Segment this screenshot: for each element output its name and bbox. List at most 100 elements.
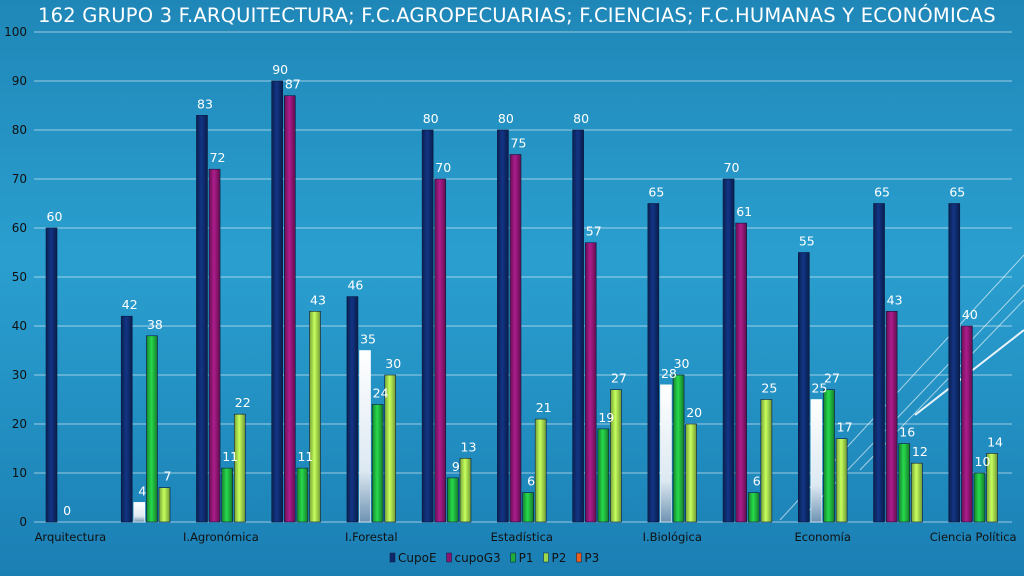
bar-cupoe-9 (722, 178, 735, 523)
bar-p1-2 (221, 467, 233, 523)
data-label: 0 (63, 503, 71, 518)
legend-label-cupoe: CupoE (398, 551, 437, 565)
bar-p2-4 (384, 374, 397, 523)
bar-p2-3 (309, 310, 321, 523)
y-tick-label: 70 (12, 172, 27, 186)
x-tick-label: Arquitectura (35, 530, 107, 544)
bar-cupog3-7 (584, 242, 597, 523)
data-label: 43 (310, 292, 326, 307)
bar-cupog3-10 (810, 399, 823, 523)
data-label: 40 (962, 307, 978, 322)
bar-p1-1 (146, 335, 158, 523)
bar-p2-2 (233, 413, 246, 523)
bar-p1-4 (371, 404, 384, 523)
legend: CupoE cupoG3 P1 P2 P3 (389, 551, 599, 565)
data-label: 65 (874, 185, 890, 200)
bar-cupog3-12 (961, 325, 973, 523)
data-label: 90 (272, 62, 288, 77)
bar-cupog3-8 (660, 384, 672, 523)
chart-title: 162 GRUPO 3 F.ARQUITECTURA; F.C.AGROPECU… (38, 4, 996, 27)
data-label: 9 (452, 459, 460, 474)
data-label: 25 (761, 381, 777, 396)
data-label: 10 (975, 454, 991, 469)
data-label: 55 (799, 234, 815, 249)
data-label: 30 (674, 356, 690, 371)
data-label: 19 (598, 410, 614, 425)
bar-p1-12 (973, 472, 986, 523)
data-label: 6 (753, 474, 761, 489)
data-label: 7 (164, 469, 172, 484)
data-label: 65 (648, 185, 664, 200)
bar-cupog3-6 (509, 154, 522, 523)
y-tick-label: 90 (12, 74, 27, 88)
y-tick-label: 60 (12, 221, 27, 235)
data-label: 35 (360, 332, 376, 347)
legend-label-p1: P1 (519, 551, 534, 565)
y-tick-label: 30 (12, 368, 27, 382)
bar-cupoe-6 (497, 129, 509, 523)
bar-cupoe-12 (948, 203, 961, 523)
data-label: 25 (811, 381, 827, 396)
bar-cupog3-11 (885, 310, 898, 523)
data-label: 38 (147, 317, 163, 332)
bar-cupoe-11 (873, 203, 885, 523)
data-label: 70 (724, 160, 740, 175)
bar-p1-6 (522, 492, 534, 523)
bar-cupoe-2 (196, 115, 208, 523)
bar-cupoe-5 (421, 129, 434, 523)
y-axis: 0 10 20 30 40 50 60 70 80 90 100 (4, 25, 27, 529)
legend-label-p2: P2 (552, 551, 567, 565)
bar-p2-9 (760, 399, 773, 523)
legend-swatch-p3 (576, 552, 582, 563)
data-label: 12 (912, 444, 928, 459)
data-label: 20 (686, 405, 702, 420)
data-label: 80 (573, 111, 589, 126)
bar-p1-7 (597, 428, 610, 523)
bar-p2-10 (835, 438, 848, 523)
bar-cupoe-7 (572, 129, 584, 523)
legend-swatch-cupoe (389, 552, 396, 563)
data-label: 11 (222, 449, 238, 464)
data-label: 30 (385, 356, 401, 371)
x-tick-label: Economía (795, 530, 851, 544)
bar-p1-11 (898, 443, 911, 523)
bar-cupoe-10 (798, 252, 810, 523)
data-label: 83 (197, 96, 213, 111)
bar-cupog3-1 (133, 502, 146, 523)
data-label: 42 (122, 297, 138, 312)
bar-cupoe-3 (271, 80, 283, 523)
y-tick-label: 100 (4, 25, 27, 39)
data-label: 24 (373, 385, 389, 400)
data-label: 27 (611, 371, 627, 386)
x-axis: Arquitectura I.Agronómica I.Forestal Estadí… (35, 530, 1017, 544)
bar-p1-10 (823, 389, 835, 523)
legend-swatch-p1 (510, 552, 516, 563)
data-label: 43 (887, 292, 903, 307)
data-label: 80 (423, 111, 439, 126)
x-tick-label: I.Biológica (643, 530, 702, 544)
data-label: 13 (461, 439, 477, 454)
y-tick-label: 40 (12, 319, 27, 333)
bar-p2-12 (986, 453, 998, 523)
data-label: 28 (661, 366, 677, 381)
data-label: 61 (736, 204, 752, 219)
data-label: 72 (210, 150, 226, 165)
data-label: 60 (47, 209, 63, 224)
bar-p2-8 (685, 423, 697, 523)
x-tick-label: I.Agronómica (183, 530, 259, 544)
bar-p2-5 (459, 457, 472, 523)
data-label: 14 (987, 434, 1003, 449)
grid-lines (34, 31, 1012, 523)
legend-label-p3: P3 (584, 551, 599, 565)
data-label: 46 (347, 278, 363, 293)
data-label: 65 (949, 185, 965, 200)
bar-p2-6 (534, 418, 547, 523)
y-tick-label: 80 (12, 123, 27, 137)
y-tick-label: 50 (12, 270, 27, 284)
x-tick-label: I.Forestal (345, 530, 398, 544)
data-label: 22 (235, 395, 251, 410)
x-tick-label: Estadística (491, 530, 553, 544)
legend-swatch-p2 (543, 552, 549, 563)
